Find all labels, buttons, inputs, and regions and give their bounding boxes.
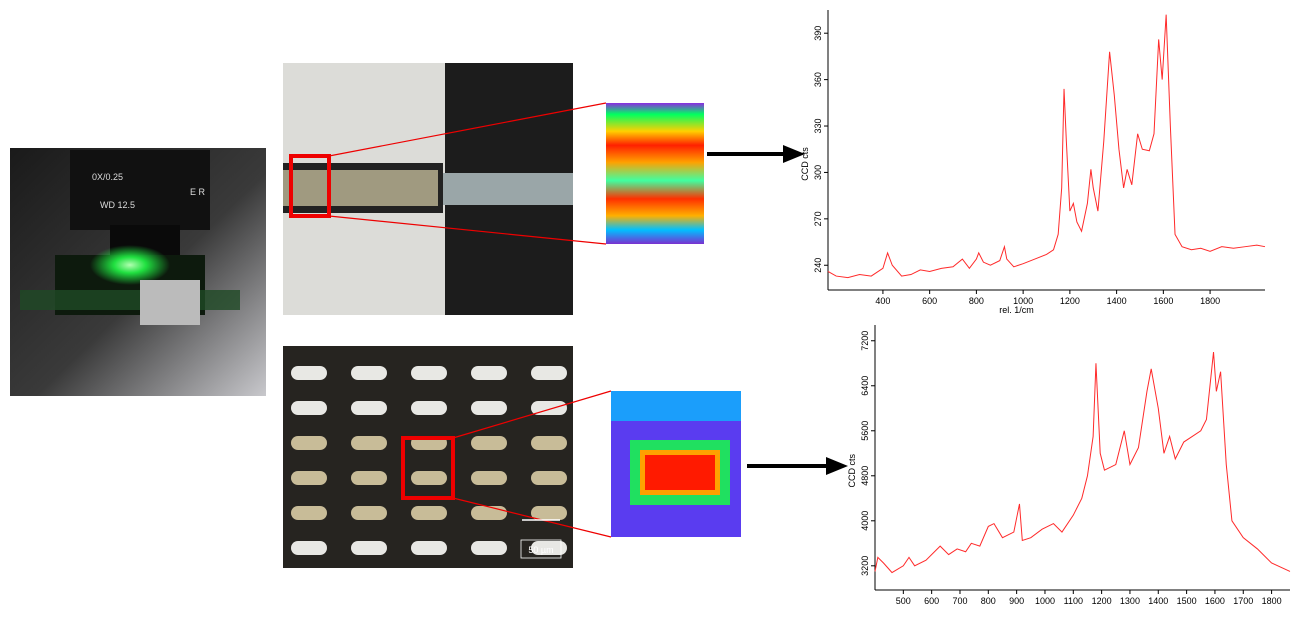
y-axis-label: CCD cts [847, 454, 857, 488]
pillar [471, 541, 507, 555]
pillar [471, 471, 507, 485]
objective-label: 0X/0.25 [92, 172, 123, 182]
x-tick-label: 1500 [1177, 596, 1197, 606]
y-tick-label: 4000 [860, 511, 870, 531]
pillar [411, 471, 447, 485]
pillar [471, 401, 507, 415]
pillar [411, 401, 447, 415]
y-tick-label: 6400 [860, 376, 870, 396]
x-tick-label: 1800 [1262, 596, 1282, 606]
pillar [531, 471, 567, 485]
pillar [291, 366, 327, 380]
pillar [351, 471, 387, 485]
y-tick-label: 270 [813, 211, 823, 226]
pillar [351, 541, 387, 555]
x-tick-label: 1600 [1205, 596, 1225, 606]
y-tick-label: 7200 [860, 331, 870, 351]
y-axis-label: CCD cts [800, 147, 810, 181]
x-tick-label: 400 [875, 296, 890, 306]
pillar [471, 366, 507, 380]
y-tick-label: 5600 [860, 421, 870, 441]
pillar [351, 506, 387, 520]
x-tick-label: 600 [922, 296, 937, 306]
x-tick-label: 1700 [1233, 596, 1253, 606]
pillar [351, 366, 387, 380]
spectrum-line [874, 351, 1291, 574]
scale-bar-label: 50 µm [528, 545, 553, 555]
y-tick-label: 240 [813, 258, 823, 273]
microscope-photo: 0X/0.25 WD 12.5 E R [10, 148, 266, 396]
pillar [471, 436, 507, 450]
pillar [531, 541, 567, 555]
pillar [531, 436, 567, 450]
x-tick-label: 1800 [1200, 296, 1220, 306]
pillar [351, 401, 387, 415]
x-tick-label: 900 [1009, 596, 1024, 606]
x-axis-label: rel. 1/cm [999, 305, 1034, 315]
pillar [531, 506, 567, 520]
x-tick-label: 1300 [1120, 596, 1140, 606]
pillar [291, 471, 327, 485]
x-tick-label: 1600 [1153, 296, 1173, 306]
objective-label: WD 12.5 [100, 200, 135, 210]
x-tick-label: 1400 [1148, 596, 1168, 606]
pillar [291, 401, 327, 415]
objective-label: E R [190, 187, 206, 197]
x-tick-label: 500 [896, 596, 911, 606]
x-tick-label: 1200 [1060, 296, 1080, 306]
x-tick-label: 700 [952, 596, 967, 606]
x-tick-label: 1100 [1064, 596, 1083, 606]
x-tick-label: 1000 [1013, 296, 1033, 306]
bottom-micrograph: 50 µm [283, 346, 848, 568]
pillar [471, 506, 507, 520]
y-tick-label: 330 [813, 119, 823, 134]
pillar [291, 436, 327, 450]
pillar [291, 506, 327, 520]
x-tick-label: 1400 [1107, 296, 1127, 306]
y-tick-label: 360 [813, 72, 823, 87]
pillar [531, 366, 567, 380]
pillar [291, 541, 327, 555]
x-tick-label: 800 [981, 596, 996, 606]
spectrum-line [827, 14, 1266, 279]
pillar [351, 436, 387, 450]
x-tick-label: 1200 [1092, 596, 1112, 606]
x-tick-label: 600 [924, 596, 939, 606]
y-tick-label: 300 [813, 165, 823, 180]
top-micrograph [283, 63, 805, 315]
x-tick-label: 800 [969, 296, 984, 306]
pillar [411, 541, 447, 555]
y-tick-label: 4800 [860, 466, 870, 486]
x-tick-label: 1000 [1035, 596, 1055, 606]
y-tick-label: 3200 [860, 556, 870, 576]
y-tick-label: 390 [813, 26, 823, 41]
pillar [411, 366, 447, 380]
pillar [411, 506, 447, 520]
